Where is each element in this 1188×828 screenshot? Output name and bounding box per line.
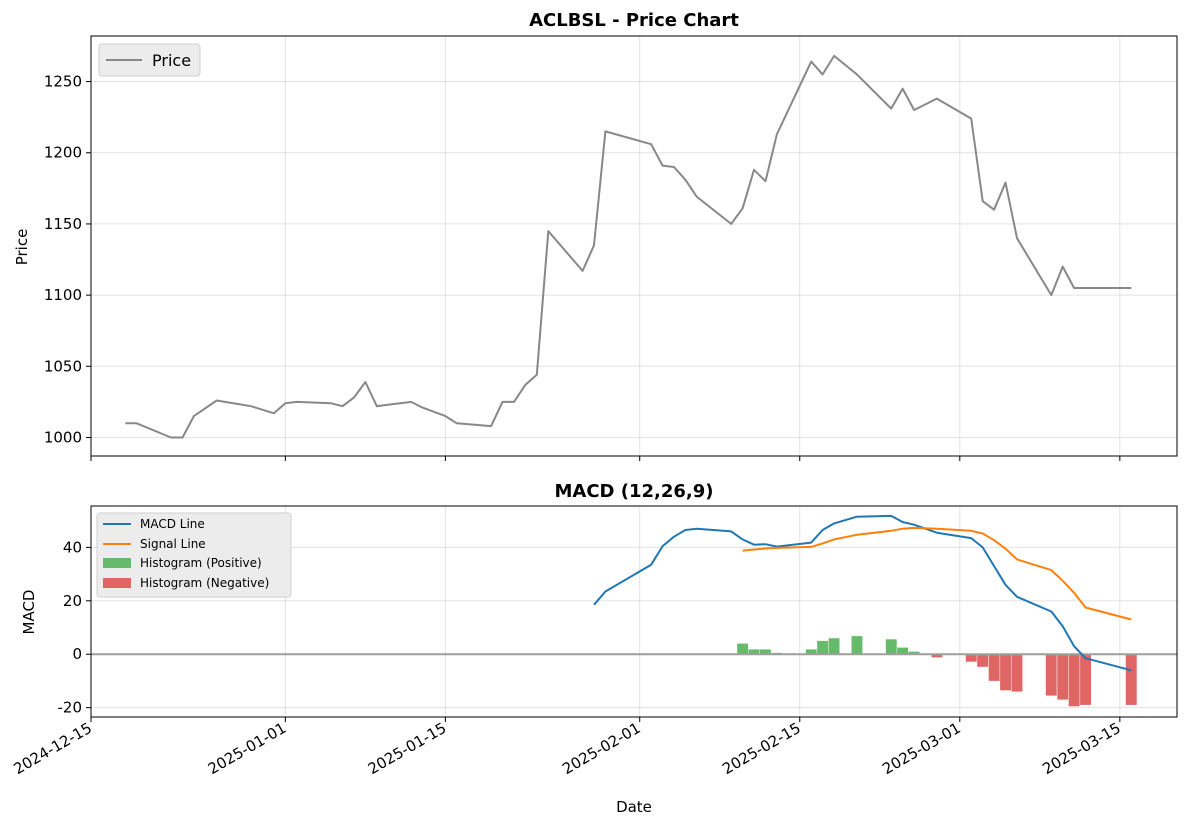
y-tick-label: 20 — [63, 592, 82, 610]
price-line — [125, 54, 1132, 439]
histogram-bar-negative — [1057, 654, 1069, 700]
macd-legend-swatch-positive — [103, 558, 131, 568]
x-tick-label: 2025-01-01 — [205, 719, 290, 778]
histogram-bar-positive — [748, 649, 760, 655]
histogram-bar-negative — [977, 654, 989, 667]
histogram-bar-positive — [737, 643, 749, 655]
histogram-bar-negative — [1000, 654, 1011, 691]
x-tick-label: 2025-02-01 — [559, 719, 644, 778]
macd-legend-swatch-negative — [103, 578, 131, 588]
histogram-bar-positive — [817, 640, 829, 655]
price-chart-title: ACLBSL - Price Chart — [529, 10, 739, 31]
macd-line — [593, 514, 1132, 672]
plot-frame — [90, 505, 1178, 718]
y-tick-label: 40 — [63, 538, 82, 556]
plot-frame — [90, 35, 1178, 457]
histogram-bar-positive — [851, 636, 863, 655]
macd-legend: MACD Line Signal Line Histogram (Positiv… — [96, 512, 292, 598]
x-axis-label: Date — [616, 798, 652, 816]
macd-legend-label-signal: Signal Line — [140, 537, 206, 551]
macd-axes — [86, 505, 1178, 722]
macd-panel: MACD (12,26,9) -20 0 20 40 2024-12-15 2025-0… — [10, 481, 1178, 816]
histogram-bar-positive — [805, 649, 817, 655]
x-tick-label: 2025-03-01 — [879, 719, 964, 778]
y-tick-label: 1200 — [44, 144, 82, 162]
price-panel: ACLBSL - Price Chart 1000 1050 1100 1150 120… — [13, 10, 1178, 461]
histogram-bar-positive — [908, 651, 920, 655]
macd-histogram — [737, 636, 1137, 707]
macd-legend-label-positive: Histogram (Positive) — [140, 556, 262, 570]
y-tick-label: -20 — [58, 699, 83, 717]
histogram-bar-negative — [931, 654, 943, 658]
macd-chart-title: MACD (12,26,9) — [554, 481, 713, 502]
y-tick-label: 1000 — [44, 428, 82, 446]
price-series-area — [125, 54, 1132, 439]
macd-legend-label-macd: MACD Line — [140, 517, 205, 531]
y-tick-label: 1050 — [44, 357, 82, 375]
y-tick-label: 0 — [72, 645, 82, 663]
histogram-bar-positive — [760, 649, 771, 655]
histogram-bar-positive — [828, 638, 840, 655]
histogram-bar-positive — [885, 639, 897, 655]
x-tick-label: 2025-03-15 — [1039, 719, 1124, 778]
histogram-bar-positive — [897, 647, 909, 655]
price-axes — [86, 35, 1178, 461]
x-tick-label: 2025-01-15 — [365, 719, 450, 778]
macd-series-area — [593, 514, 1132, 672]
histogram-bar-negative — [988, 654, 1000, 681]
macd-legend-label-negative: Histogram (Negative) — [140, 576, 269, 590]
x-tick-label: 2025-02-15 — [719, 719, 804, 778]
signal-line — [742, 526, 1132, 621]
price-legend-label: Price — [152, 51, 191, 70]
histogram-bar-negative — [1045, 654, 1057, 696]
price-y-ticks: 1000 1050 1100 1150 1200 1250 — [44, 73, 82, 447]
y-tick-label: 1150 — [44, 215, 82, 233]
price-legend-box — [98, 43, 201, 77]
macd-legend-box — [96, 512, 292, 598]
price-y-axis-label: Price — [13, 229, 31, 266]
macd-y-ticks: -20 0 20 40 — [58, 538, 83, 716]
histogram-bar-negative — [1125, 654, 1137, 705]
price-grid — [90, 36, 1177, 456]
y-tick-label: 1250 — [44, 73, 82, 91]
macd-x-ticks: 2024-12-15 2025-01-01 2025-01-15 2025-02-01… — [10, 719, 1123, 778]
histogram-bar-negative — [1011, 654, 1023, 692]
histogram-bar-negative — [1080, 654, 1091, 705]
macd-y-axis-label: MACD — [20, 590, 38, 635]
price-legend: Price — [98, 43, 201, 77]
x-tick-label: 2024-12-15 — [10, 719, 95, 778]
histogram-bar-negative — [965, 654, 977, 662]
histogram-bar-negative — [1068, 654, 1080, 707]
y-tick-label: 1100 — [44, 286, 82, 304]
